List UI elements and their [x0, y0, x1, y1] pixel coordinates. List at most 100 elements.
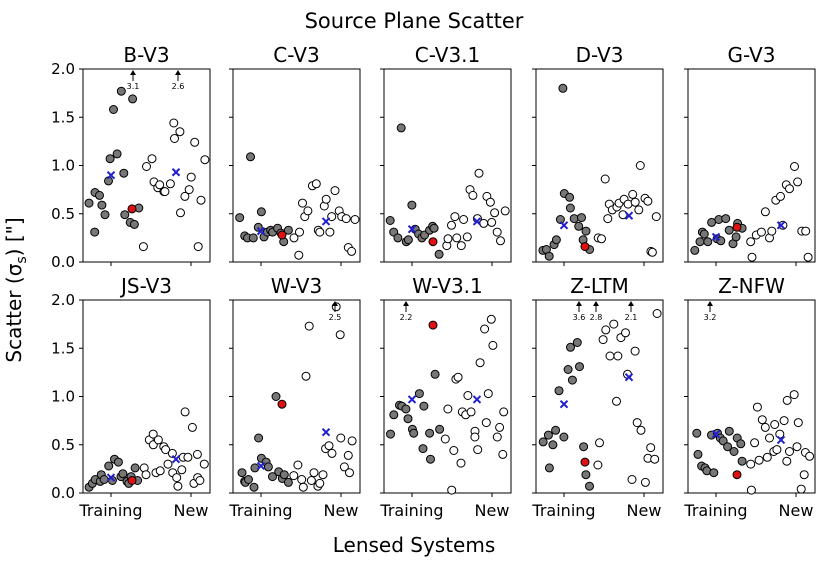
new-point [754, 455, 764, 465]
mean-cross-marker [776, 435, 786, 445]
training-point [724, 225, 734, 235]
training-point [119, 168, 129, 178]
axes-frame [383, 299, 512, 494]
new-point [765, 433, 774, 443]
clipped-arrow-head [175, 70, 181, 75]
mean-cross-marker [711, 232, 721, 242]
training-point [551, 425, 561, 435]
new-point [752, 402, 762, 412]
training-point [563, 365, 573, 374]
new-point [339, 462, 349, 472]
axes-frame [383, 68, 512, 263]
training-point [244, 475, 253, 484]
new-point [462, 232, 472, 242]
training-point [555, 215, 565, 224]
panel-title: W-V3.1 [412, 274, 483, 298]
new-point [767, 226, 777, 236]
training-point [116, 86, 126, 96]
new-point [172, 473, 182, 483]
new-point [636, 425, 646, 435]
new-point [463, 391, 473, 400]
new-point [481, 418, 491, 428]
panel-c-v3: C-V3 [229, 43, 361, 266]
y-tick-label: 1.5 [51, 339, 75, 357]
y-tick-label: 1.0 [51, 388, 75, 406]
training-median-marker [428, 320, 438, 330]
x-tick-label: New [324, 501, 359, 520]
new-point [488, 340, 498, 350]
panel-title: Z-NFW [718, 274, 785, 298]
training-point [385, 216, 395, 225]
panel-z-ltm: Z-LTM Training New 3.6 2.8 2.1 [531, 274, 664, 520]
new-point [621, 328, 630, 338]
x-tick-label: Training [683, 501, 747, 520]
x-tick-label: New [779, 501, 814, 520]
new-point [474, 168, 484, 178]
new-point [173, 481, 183, 491]
new-point [475, 358, 485, 368]
new-point [499, 407, 509, 417]
training-point [246, 152, 255, 162]
x-tick-label: New [627, 501, 662, 520]
training-median-marker [580, 242, 590, 252]
new-point [294, 250, 304, 260]
panel-b-v3: B-V3 0.0 0.5 1.0 1.5 2.0 3.1 2.6 [51, 43, 211, 271]
training-point [581, 470, 591, 480]
training-median-marker [277, 230, 287, 240]
training-point [112, 149, 122, 159]
new-point [593, 460, 603, 470]
panel-grid: B-V3 0.0 0.5 1.0 1.5 2.0 3.1 2.6 C-V3 C-V3.1 D-V3 G… [51, 43, 816, 520]
mean-cross-marker [711, 429, 721, 439]
new-point [643, 196, 653, 206]
training-point [263, 462, 273, 472]
new-point [793, 418, 803, 428]
clipped-arrow-head [130, 70, 136, 75]
new-point [601, 325, 611, 335]
new-point [193, 242, 203, 252]
training-point [558, 83, 568, 93]
new-point [190, 137, 200, 147]
training-point [692, 428, 702, 438]
new-point [293, 460, 303, 470]
training-point [256, 207, 266, 217]
new-point [452, 233, 462, 243]
mean-cross-marker [171, 455, 181, 464]
new-point [486, 314, 496, 324]
new-point [199, 459, 209, 469]
training-point [389, 410, 399, 420]
y-tick-label: 2.0 [51, 291, 75, 309]
training-point [118, 469, 128, 479]
training-point [724, 426, 734, 436]
new-point [184, 185, 194, 195]
new-point [801, 226, 811, 236]
new-point [468, 190, 478, 200]
new-point [487, 217, 497, 227]
y-tick-label: 0.5 [51, 205, 75, 223]
training-point [249, 482, 259, 492]
new-point [187, 422, 197, 432]
new-point [485, 197, 495, 207]
training-point [565, 203, 575, 213]
new-point [165, 179, 175, 189]
training-point [414, 389, 424, 399]
new-point [466, 407, 476, 417]
new-point [630, 197, 640, 207]
new-point [647, 247, 657, 257]
new-point [459, 215, 469, 224]
new-point [470, 432, 480, 442]
clipped-value-label: 2.5 [329, 313, 342, 322]
new-point [155, 466, 165, 476]
mean-cross-marker [559, 221, 569, 230]
new-point [760, 207, 770, 217]
training-point [403, 235, 413, 245]
new-point [447, 485, 457, 495]
training-point [425, 428, 435, 438]
ylabel-main: Scatter (σ [2, 263, 26, 362]
new-point [597, 234, 606, 244]
new-point [160, 187, 170, 197]
new-point [640, 477, 650, 487]
training-point [109, 105, 118, 114]
mean-cross-marker [106, 170, 116, 180]
new-point [195, 476, 205, 485]
panel-title: B-V3 [123, 43, 169, 67]
